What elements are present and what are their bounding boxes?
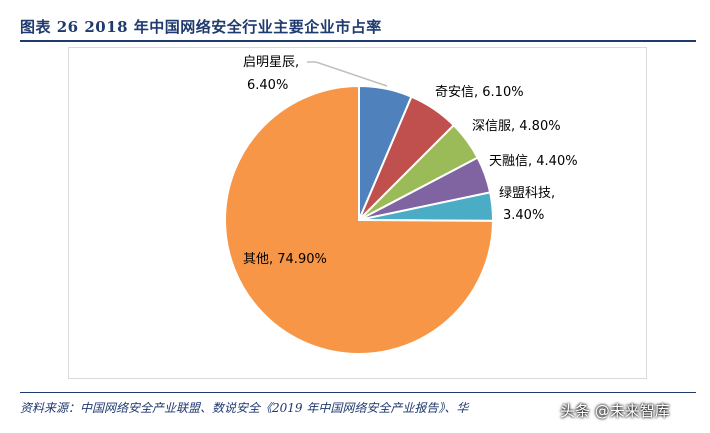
leader-line: [307, 61, 388, 87]
pie-slice-5: [224, 84, 495, 355]
figure-title: 图表 26 2018 年中国网络安全行业主要企业市占率: [20, 18, 382, 36]
slice-value-4: 3.40%: [503, 208, 544, 223]
slice-label-1: 奇安信, 6.10%: [435, 84, 524, 100]
source-note: 资料来源：中国网络安全产业联盟、数说安全《2019 年中国网络安全产业报告》、华: [20, 392, 696, 416]
slice-label-3: 天融信, 4.40%: [489, 154, 578, 169]
figure-header: 图表 26 2018 年中国网络安全行业主要企业市占率: [20, 14, 696, 42]
slice-value-0: 6.40%: [247, 78, 288, 93]
slice-label-4: 绿盟科技,: [499, 186, 555, 201]
slice-label-0: 启明星辰,: [243, 55, 299, 70]
slice-label-5: 其他, 74.90%: [243, 252, 327, 267]
watermark: 头条 @未来智库: [560, 402, 670, 420]
pie-chart: 启明星辰, 6.40% 奇安信, 6.10% 深信服, 4.80% 天融信, 4.40%…: [224, 55, 578, 355]
slice-label-2: 深信服, 4.80%: [472, 119, 561, 134]
chart-frame: 启明星辰, 6.40% 奇安信, 6.10% 深信服, 4.80% 天融信, 4.40%…: [68, 47, 647, 379]
